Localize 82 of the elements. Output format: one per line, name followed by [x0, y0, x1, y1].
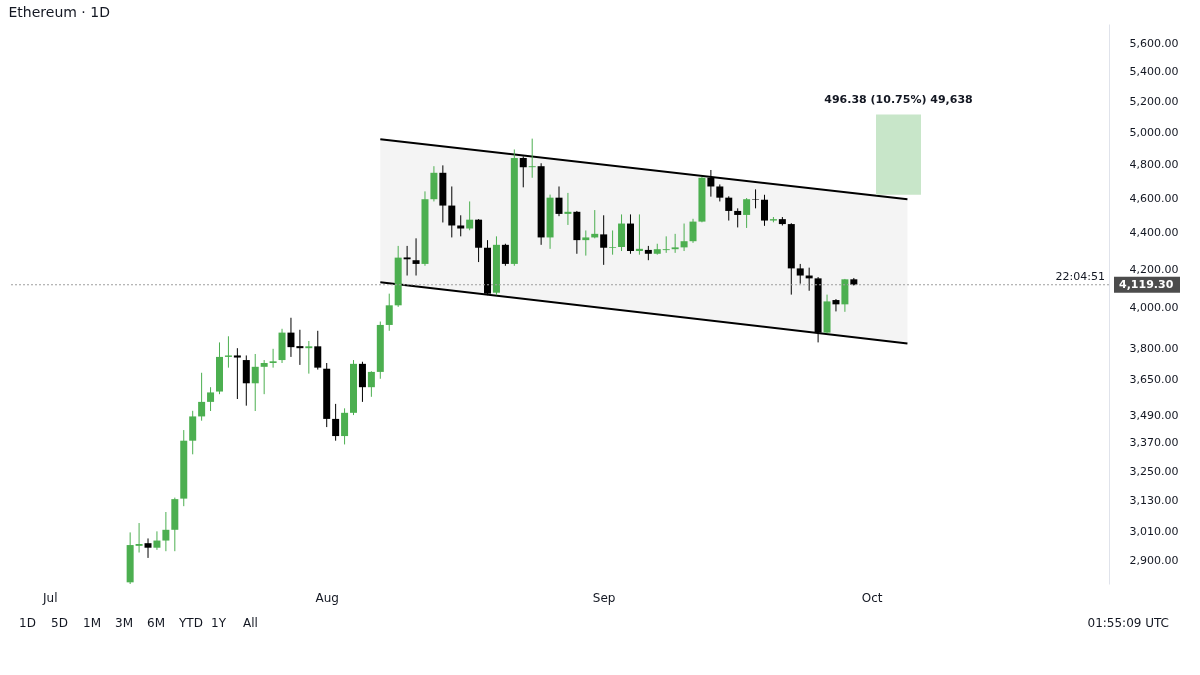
y-tick-label: 4,000.00	[1129, 301, 1179, 315]
candlestick	[760, 194, 768, 227]
x-tick-label: Aug	[315, 590, 339, 605]
candlestick	[725, 195, 733, 222]
y-tick-label: 4,800.00	[1129, 158, 1179, 172]
chart-title: Ethereum · 1D	[8, 4, 110, 20]
candlestick	[260, 359, 268, 395]
candlestick	[242, 354, 250, 407]
candlestick	[609, 229, 617, 256]
candlestick	[385, 293, 393, 332]
candlestick	[153, 530, 161, 551]
candlestick	[314, 330, 322, 371]
candlestick	[564, 192, 572, 226]
candlestick	[358, 361, 366, 403]
y-tick-label: 3,370.00	[1129, 436, 1179, 450]
candlestick	[555, 185, 563, 217]
candlestick	[743, 197, 751, 229]
text: 1D	[19, 616, 36, 630]
candlestick	[501, 243, 509, 267]
candlestick	[796, 263, 804, 285]
candlestick	[689, 218, 697, 244]
candlestick	[680, 223, 688, 252]
x-tick-label: Oct	[861, 590, 883, 605]
annotation: 496.38 (10.75%) 49,638	[824, 92, 973, 106]
candlestick	[734, 207, 742, 228]
candlestick	[198, 372, 206, 422]
text: 3M	[115, 616, 133, 630]
text: 1Y	[211, 616, 227, 630]
candlestick	[224, 335, 232, 369]
y-tick-label: 4,200.00	[1129, 263, 1179, 277]
candlestick	[367, 370, 375, 398]
y-tick-label: 4,600.00	[1129, 191, 1179, 205]
text: 6M	[147, 616, 165, 630]
candlestick	[251, 353, 259, 412]
text: 01:55:09 UTC	[1087, 616, 1169, 630]
candlestick	[635, 213, 643, 256]
candlestick	[296, 329, 304, 366]
candlestick	[466, 200, 474, 231]
y-tick-label: 5,000.00	[1129, 125, 1179, 139]
candlestick	[403, 245, 411, 277]
candlestick	[448, 185, 456, 238]
y-tick-label: 5,200.00	[1129, 95, 1179, 109]
y-tick-label: 3,800.00	[1129, 341, 1179, 355]
candlestick	[144, 537, 152, 559]
x-tick-label: Sep	[592, 590, 616, 605]
y-tick-label: 3,130.00	[1129, 494, 1179, 508]
candlestick	[269, 348, 277, 369]
candlestick	[135, 522, 143, 554]
text: YTD	[178, 616, 203, 630]
candlestick	[671, 233, 679, 254]
candlestick	[412, 237, 420, 277]
candlestick	[707, 169, 715, 198]
candlestick	[305, 340, 313, 375]
x-tick-label: Jul	[42, 590, 58, 605]
candlestick	[528, 138, 536, 179]
y-tick-label: 2,900.00	[1129, 554, 1179, 568]
candlestick	[341, 407, 349, 445]
y-tick-label: 3,490.00	[1129, 408, 1179, 422]
y-tick-label: 3,650.00	[1129, 373, 1179, 387]
y-tick-label: 5,400.00	[1129, 65, 1179, 79]
candlestick	[233, 347, 241, 400]
candlestick	[600, 214, 608, 266]
candlestick	[332, 403, 340, 442]
text: All	[243, 616, 258, 630]
candlestick	[832, 298, 840, 312]
y-tick-label: 3,250.00	[1129, 464, 1179, 478]
candlestick	[162, 511, 170, 552]
y-tick-label: 4,400.00	[1129, 226, 1179, 240]
y-tick-label: 5,600.00	[1129, 36, 1179, 50]
candlestick	[662, 235, 670, 254]
candlestick	[519, 155, 527, 188]
candlestick	[752, 188, 760, 209]
candlestick	[618, 213, 626, 252]
candlestick	[207, 386, 215, 412]
ref-line-label: 4,119.30	[1119, 277, 1174, 291]
annotation: 22:04:51	[1055, 269, 1105, 283]
candlestick	[287, 317, 295, 358]
y-tick-label: 3,010.00	[1129, 524, 1179, 538]
text: 5D	[51, 616, 68, 630]
text: 1M	[83, 616, 101, 630]
candlestick	[457, 214, 465, 237]
candlestick	[582, 229, 590, 257]
